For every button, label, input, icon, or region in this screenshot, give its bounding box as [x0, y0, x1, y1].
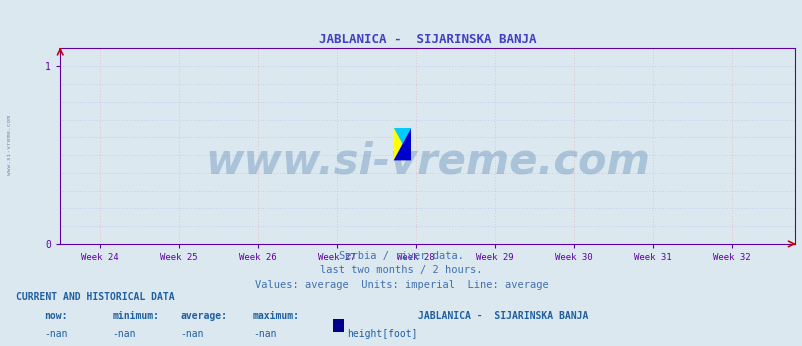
Text: now:: now: [44, 311, 67, 321]
Title: JABLANICA -  SIJARINSKA BANJA: JABLANICA - SIJARINSKA BANJA [318, 33, 536, 46]
Text: average:: average: [180, 311, 228, 321]
Text: -nan: -nan [253, 329, 276, 339]
Text: JABLANICA -  SIJARINSKA BANJA: JABLANICA - SIJARINSKA BANJA [417, 311, 587, 321]
Text: CURRENT AND HISTORICAL DATA: CURRENT AND HISTORICAL DATA [16, 292, 175, 302]
Polygon shape [393, 128, 411, 161]
Text: www.si-vreme.com: www.si-vreme.com [205, 141, 650, 183]
Polygon shape [393, 128, 411, 161]
Text: www.si-vreme.com: www.si-vreme.com [7, 115, 12, 175]
Text: -nan: -nan [44, 329, 67, 339]
Text: maximum:: maximum: [253, 311, 300, 321]
Text: minimum:: minimum: [112, 311, 160, 321]
Polygon shape [393, 128, 411, 161]
Text: -nan: -nan [112, 329, 136, 339]
Text: -nan: -nan [180, 329, 204, 339]
Text: Serbia / river data.: Serbia / river data. [338, 251, 464, 261]
Text: height[foot]: height[foot] [346, 329, 417, 339]
Text: last two months / 2 hours.: last two months / 2 hours. [320, 265, 482, 275]
Text: Values: average  Units: imperial  Line: average: Values: average Units: imperial Line: av… [254, 280, 548, 290]
